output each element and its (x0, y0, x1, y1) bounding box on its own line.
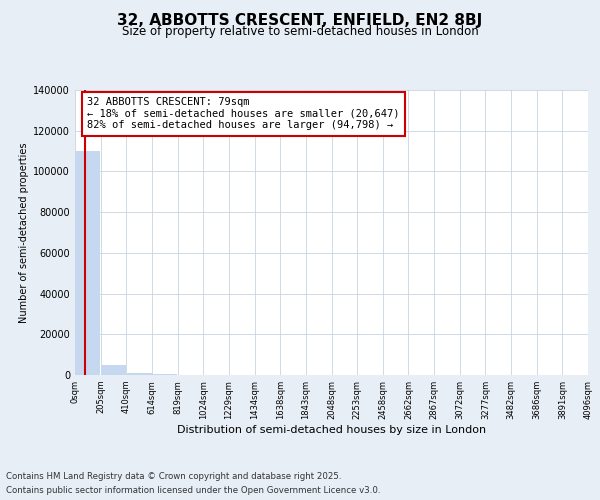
X-axis label: Distribution of semi-detached houses by size in London: Distribution of semi-detached houses by … (177, 425, 486, 435)
Y-axis label: Number of semi-detached properties: Number of semi-detached properties (19, 142, 29, 323)
Bar (75, 151, 100, 375)
Text: Contains public sector information licensed under the Open Government Licence v3: Contains public sector information licen… (6, 486, 380, 495)
Bar (152, 374, 178, 375)
Text: Size of property relative to semi-detached houses in London: Size of property relative to semi-detach… (122, 25, 478, 38)
Bar (127, 374, 152, 375)
Bar (101, 365, 126, 375)
Text: Contains HM Land Registry data © Crown copyright and database right 2025.: Contains HM Land Registry data © Crown c… (6, 472, 341, 481)
Text: 32, ABBOTTS CRESCENT, ENFIELD, EN2 8BJ: 32, ABBOTTS CRESCENT, ENFIELD, EN2 8BJ (118, 12, 482, 28)
Text: 32 ABBOTTS CRESCENT: 79sqm
← 18% of semi-detached houses are smaller (20,647)
82: 32 ABBOTTS CRESCENT: 79sqm ← 18% of semi… (88, 97, 400, 130)
